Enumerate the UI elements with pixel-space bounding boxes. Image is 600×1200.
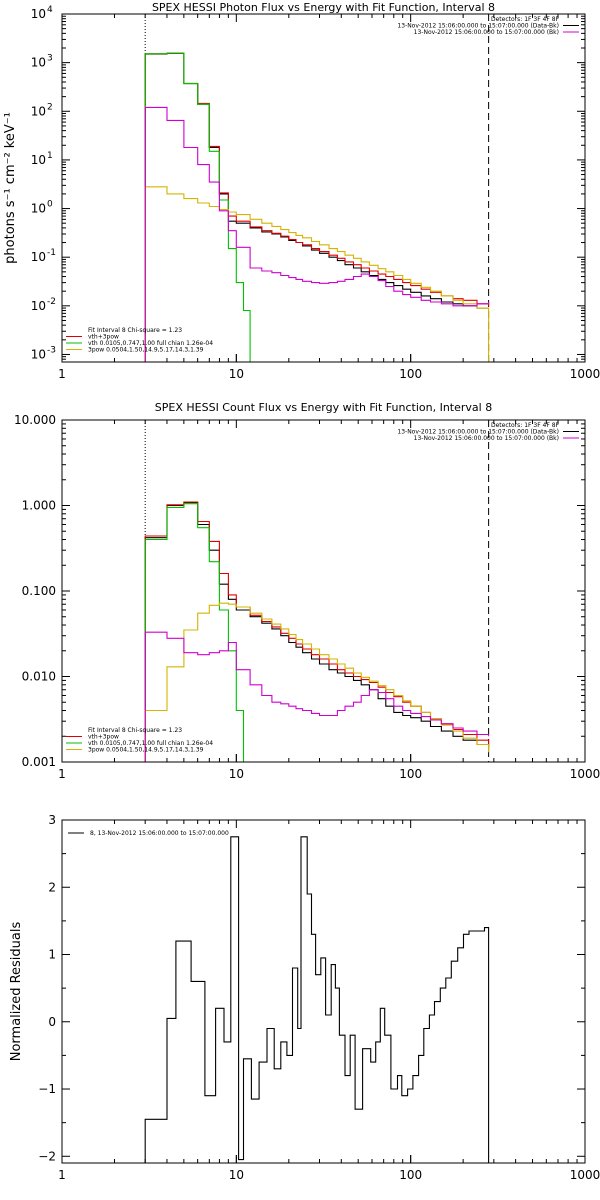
y-tick-label: 10.000 bbox=[14, 413, 56, 427]
plot-frame bbox=[61, 819, 586, 1164]
x-tick-label: 1 bbox=[58, 1168, 66, 1182]
x-tick-label: 100 bbox=[399, 767, 422, 781]
y-tick-exponent: 3 bbox=[47, 54, 53, 64]
series-group bbox=[144, 836, 490, 1163]
legend-entry: Fit Interval 8 Chi-square = 1.23 bbox=[88, 327, 182, 334]
y-tick-label: 10 bbox=[31, 56, 46, 70]
chart-panel-3: Normalized Residuals 1 10 100 1000 −2 −1 0 1 2 3 8,… bbox=[9, 813, 600, 1182]
legend-entry: Detectors: 1F 3F 4F 8F bbox=[491, 422, 560, 429]
y-tick-label: 10 bbox=[31, 250, 46, 264]
y-tick-exponent: 2 bbox=[47, 102, 53, 112]
legend-entry: 3pow 0.0504,1.50,14.9,5.17,14.3,1.39 bbox=[88, 747, 204, 754]
x-tick-label: 10 bbox=[229, 367, 244, 381]
y-tick-label: 0.010 bbox=[22, 670, 56, 684]
legend-entry: 13-Nov-2012 15:06:00.000 to 15:07:00.000… bbox=[414, 435, 559, 442]
y-tick-exponent: 1 bbox=[47, 151, 53, 161]
legend-entry: vth+3pow bbox=[88, 734, 119, 741]
x-tick-label: 10 bbox=[229, 1168, 244, 1182]
y-tick-label: 10 bbox=[31, 153, 46, 167]
legend-entry: 13-Nov-2012 15:06:00.000 to 15:07:00.000… bbox=[414, 29, 559, 36]
legend-entry: 8, 13-Nov-2012 15:06:00.000 to 15:07:00.… bbox=[90, 830, 229, 837]
x-tick-label: 1 bbox=[58, 767, 66, 781]
data-series-4 bbox=[144, 186, 490, 362]
data-series-3 bbox=[144, 503, 245, 762]
legend-entry: Detectors: 1F 3F 4F 8F bbox=[491, 16, 560, 23]
data-series-2 bbox=[144, 52, 490, 362]
x-tick-label: 10 bbox=[229, 767, 244, 781]
y-tick-label: 1.000 bbox=[22, 499, 56, 513]
x-tick-label: 1 bbox=[58, 367, 66, 381]
legend-entry: 13-Nov-2012 15:06:00.000 to 15:07:00.000… bbox=[397, 429, 559, 436]
series-group bbox=[144, 501, 490, 762]
y-tick-label: 10 bbox=[31, 7, 46, 21]
chart-panel-2: SPEX HESSI Count Flux vs Energy with Fit… bbox=[14, 401, 600, 781]
chart-title: SPEX HESSI Count Flux vs Energy with Fit… bbox=[155, 401, 492, 414]
chart-panel-1: SPEX HESSI Photon Flux vs Energy with Fi… bbox=[3, 1, 600, 381]
y-tick-exponent: -1 bbox=[47, 248, 56, 258]
data-series-2 bbox=[144, 501, 490, 762]
y-tick-label: 3 bbox=[48, 813, 56, 827]
series-group bbox=[144, 52, 490, 362]
x-tick-label: 100 bbox=[399, 367, 422, 381]
y-axis-label: photons s⁻¹ cm⁻² keV⁻¹ bbox=[3, 112, 18, 264]
y-tick-exponent: 0 bbox=[47, 200, 53, 210]
x-tick-label: 1000 bbox=[570, 367, 600, 381]
y-tick-label: 10 bbox=[31, 104, 46, 118]
y-tick-label: −1 bbox=[38, 1082, 56, 1096]
data-series-1 bbox=[144, 52, 489, 362]
y-tick-label: 10 bbox=[31, 299, 46, 313]
legend-entry: 13-Nov-2012 15:06:00.000 to 15:07:00.000… bbox=[397, 23, 559, 30]
x-tick-label: 100 bbox=[399, 1168, 422, 1182]
y-axis-label: Normalized Residuals bbox=[9, 922, 24, 1062]
legend-entry: vth 0.0105,0.747,1.00 full chian 1.26e-0… bbox=[88, 740, 213, 747]
data-series-3 bbox=[144, 52, 251, 362]
y-tick-label: 0.100 bbox=[22, 584, 56, 598]
legend: Fit Interval 8 Chi-square = 1.23vth+3pow… bbox=[66, 327, 213, 354]
data-series-1 bbox=[144, 502, 490, 762]
x-tick-label: 1000 bbox=[570, 767, 600, 781]
legend: Fit Interval 8 Chi-square = 1.23vth+3pow… bbox=[66, 727, 213, 754]
data-series-4 bbox=[144, 602, 490, 762]
y-tick-exponent: 4 bbox=[47, 5, 53, 15]
y-tick-label: −2 bbox=[38, 1149, 56, 1163]
y-tick-label: 10 bbox=[31, 347, 46, 361]
legend-entry: vth 0.0105,0.747,1.00 full chian 1.26e-0… bbox=[88, 340, 213, 347]
data-series-5 bbox=[144, 631, 490, 762]
y-tick-exponent: -3 bbox=[47, 345, 56, 355]
data-series-1 bbox=[144, 836, 490, 1163]
x-tick-label: 1000 bbox=[570, 1168, 600, 1182]
y-tick-label: 1 bbox=[48, 948, 56, 962]
chart-title: SPEX HESSI Photon Flux vs Energy with Fi… bbox=[152, 1, 495, 14]
plot-frame bbox=[61, 419, 586, 763]
y-tick-exponent: -2 bbox=[47, 297, 56, 307]
y-tick-label: 0 bbox=[48, 1015, 56, 1029]
y-tick-label: 0.001 bbox=[22, 755, 56, 769]
legend: 8, 13-Nov-2012 15:06:00.000 to 15:07:00.… bbox=[68, 830, 229, 837]
data-series-5 bbox=[144, 106, 490, 362]
y-tick-label: 2 bbox=[48, 880, 56, 894]
legend-entry: Fit Interval 8 Chi-square = 1.23 bbox=[88, 727, 182, 734]
y-tick-label: 10 bbox=[31, 202, 46, 216]
plot-frame bbox=[61, 13, 586, 363]
legend-entry: vth+3pow bbox=[88, 334, 119, 341]
legend-entry: 3pow 0.0504,1.50,14.9,5.17,14.3,1.39 bbox=[88, 347, 204, 354]
